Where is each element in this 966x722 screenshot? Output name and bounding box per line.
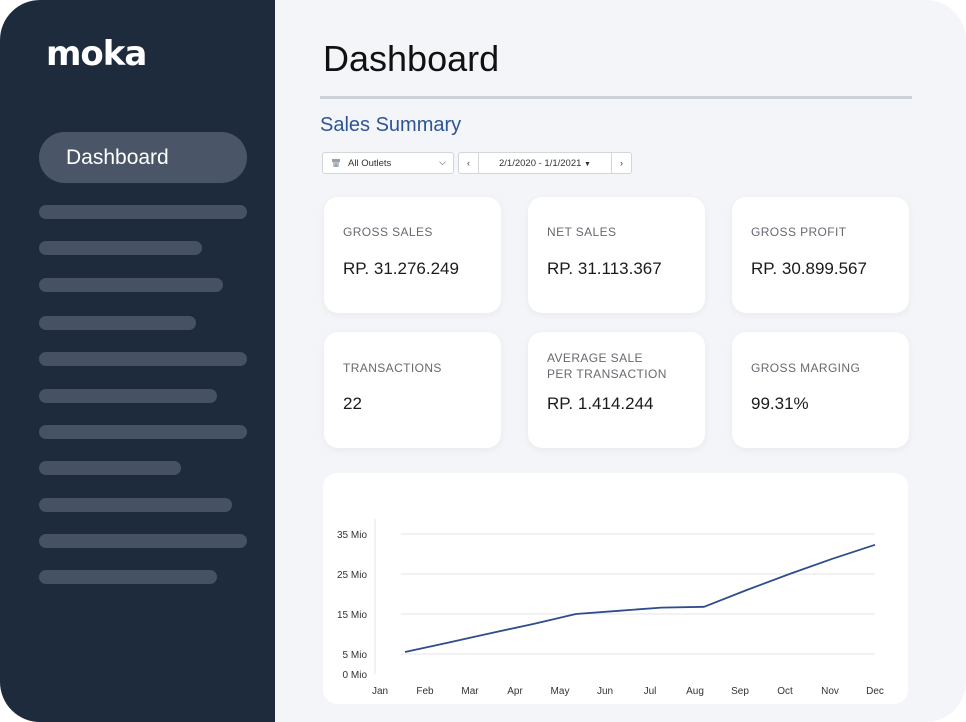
title-divider [320, 96, 912, 99]
x-tick-label: Sep [731, 686, 749, 697]
sidebar-item-placeholder[interactable] [39, 389, 217, 403]
sidebar: moka Dashboard [0, 0, 275, 722]
sidebar-item-placeholder[interactable] [39, 461, 181, 475]
x-tick-label: Nov [821, 686, 839, 697]
x-tick-label: Apr [507, 686, 523, 697]
sales-line-chart: 0 Mio 5 Mio 15 Mio 25 Mio 35 Mio Jan Feb Mar Apr… [323, 473, 908, 704]
stat-value: RP. 31.113.367 [547, 259, 662, 278]
store-icon [332, 159, 340, 167]
sidebar-item-placeholder[interactable] [39, 278, 223, 292]
stat-value: 99.31% [751, 394, 809, 413]
stat-label: NET SALES [547, 225, 617, 239]
sidebar-item-placeholder[interactable] [39, 498, 232, 512]
stat-label: TRANSACTIONS [343, 361, 442, 375]
x-tick-label: Jul [644, 686, 657, 697]
sidebar-item-placeholder[interactable] [39, 352, 247, 366]
date-range-value[interactable]: 2/1/2020 - 1/1/2021 ▼ [499, 158, 591, 169]
sidebar-item-placeholder[interactable] [39, 534, 247, 548]
stat-value: RP. 1.414.244 [547, 394, 654, 413]
x-tick-label: Oct [777, 686, 793, 697]
sidebar-item-dashboard[interactable]: Dashboard [39, 132, 247, 183]
sidebar-item-placeholder[interactable] [39, 570, 217, 584]
sidebar-item-placeholder[interactable] [39, 316, 196, 330]
x-tick-label: May [551, 686, 570, 697]
stat-card-gross-margin: GROSS MARGING 99.31% [732, 332, 909, 448]
y-tick-label: 5 Mio [343, 650, 368, 661]
sidebar-item-placeholder[interactable] [39, 205, 247, 219]
series-line [404, 543, 876, 653]
x-tick-label: Jun [597, 686, 613, 697]
y-tick-label: 0 Mio [343, 670, 368, 681]
stat-label: AVERAGE SALE PER TRANSACTION [547, 351, 667, 381]
date-range-picker[interactable]: ‹ 2/1/2020 - 1/1/2021 ▼ › [458, 152, 632, 174]
section-title: Sales Summary [320, 114, 462, 136]
x-tick-label: Feb [416, 686, 434, 697]
stat-card-gross-profit: GROSS PROFIT RP. 30.899.567 [732, 197, 909, 313]
stat-value: RP. 30.899.567 [751, 259, 867, 278]
chart-canvas: 0 Mio 5 Mio 15 Mio 25 Mio 35 Mio Jan Feb Mar Apr… [337, 519, 884, 697]
stat-label: GROSS MARGING [751, 361, 861, 375]
stat-label: GROSS PROFIT [751, 225, 847, 239]
prev-range-button[interactable]: ‹ [459, 153, 479, 173]
outlet-select-value: All Outlets [348, 158, 392, 169]
sidebar-item-placeholder[interactable] [39, 241, 202, 255]
stat-card-net-sales: NET SALES RP. 31.113.367 [528, 197, 705, 313]
x-tick-label: Mar [461, 686, 479, 697]
stat-value: 22 [343, 394, 362, 413]
moka-logo: moka [46, 34, 147, 74]
chevron-down-icon: ▼ [584, 161, 591, 168]
next-range-button[interactable]: › [611, 153, 631, 173]
stat-card-average-sale: AVERAGE SALE PER TRANSACTION RP. 1.414.2… [528, 332, 705, 448]
y-tick-label: 35 Mio [337, 530, 367, 541]
page-title: Dashboard [323, 38, 500, 79]
main-content: Dashboard Sales Summary All Outlets ⌵ ‹ … [275, 0, 966, 722]
x-tick-label: Aug [686, 686, 704, 697]
stat-card-gross-sales: GROSS SALES RP. 31.276.249 [324, 197, 501, 313]
sidebar-item-placeholder[interactable] [39, 425, 247, 439]
y-tick-label: 25 Mio [337, 570, 367, 581]
y-tick-label: 15 Mio [337, 610, 367, 621]
stat-value: RP. 31.276.249 [343, 259, 459, 278]
outlet-select[interactable]: All Outlets ⌵ [322, 152, 454, 174]
stat-label: GROSS SALES [343, 225, 433, 239]
x-tick-label: Jan [372, 686, 388, 697]
stat-card-transactions: TRANSACTIONS 22 [324, 332, 501, 448]
x-tick-label: Dec [866, 686, 884, 697]
chevron-down-icon: ⌵ [439, 157, 446, 167]
